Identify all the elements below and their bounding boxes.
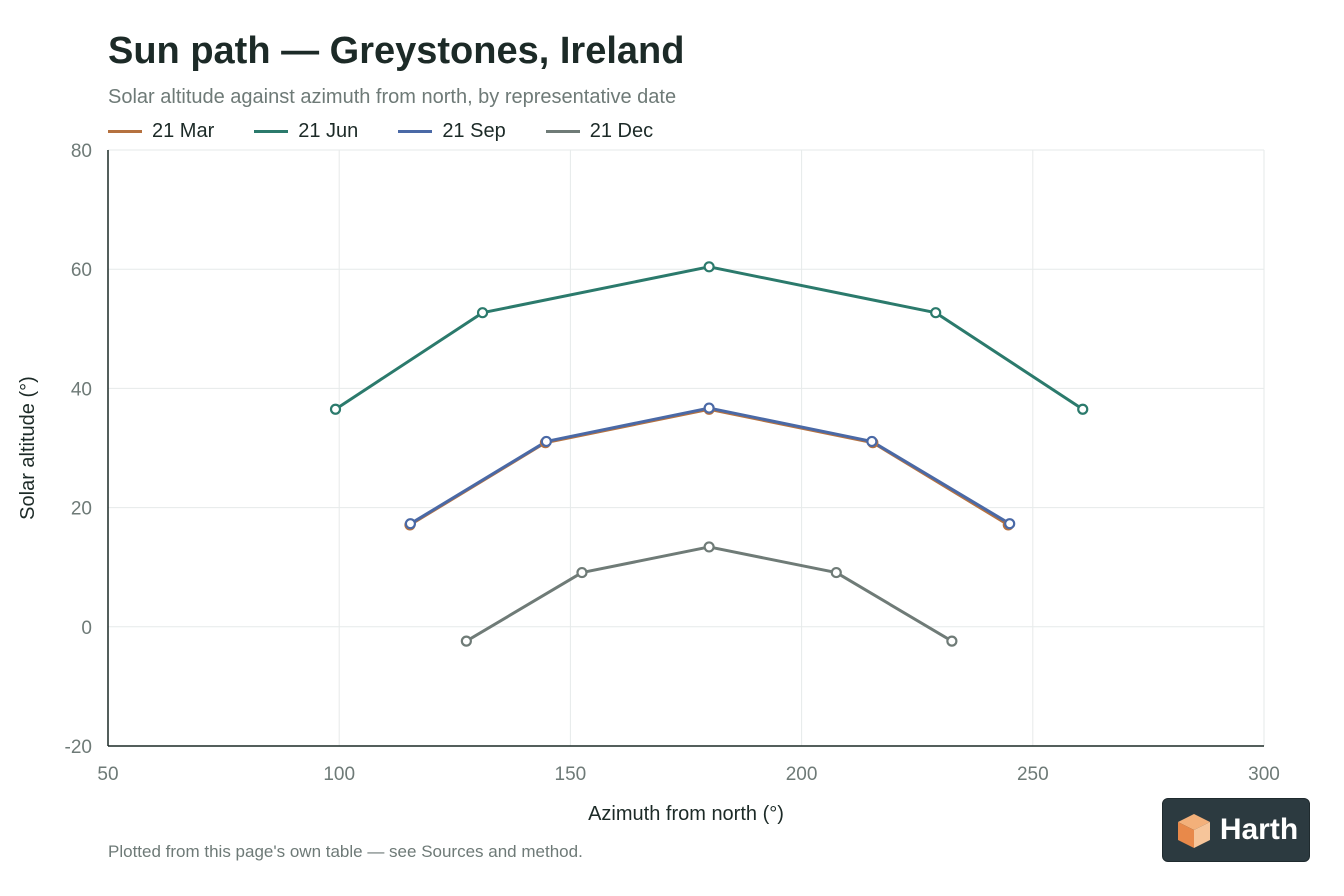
x-tick-label: 150 — [555, 764, 587, 785]
y-tick-label: -20 — [65, 737, 92, 758]
y-tick-label: 0 — [81, 618, 92, 639]
legend-item-dec: 21 Dec — [545, 120, 654, 143]
y-axis-label: Solar altitude (°) — [17, 376, 39, 520]
data-point-21-sep — [1004, 518, 1016, 530]
data-point-21-sep — [540, 435, 552, 448]
y-tick-label: 60 — [71, 260, 92, 281]
data-point-21-sep — [404, 518, 417, 530]
brand-name: Harth — [1219, 813, 1299, 846]
legend-label-jun: 21 Jun — [298, 120, 359, 142]
x-axis-label: Azimuth from north (°) — [588, 803, 784, 825]
data-point-21-jun — [1077, 403, 1089, 415]
data-point-21-dec — [703, 541, 715, 553]
data-point-21-dec — [946, 635, 958, 647]
data-point-21-jun — [329, 403, 342, 415]
chart-subtitle: Solar altitude against azimuth from nort… — [108, 86, 677, 108]
data-point-21-jun — [703, 261, 715, 273]
legend: 21 Mar 21 Jun 21 Sep 21 Dec — [108, 120, 693, 143]
chart-title: Sun path — Greystones, Ireland — [108, 30, 685, 72]
y-tick-label: 80 — [71, 141, 92, 162]
legend-label-sep: 21 Sep — [442, 120, 506, 142]
legend-swatch-sep — [398, 130, 433, 133]
data-point-21-dec — [576, 566, 588, 579]
footnote: Plotted from this page's own table — see… — [108, 842, 583, 861]
y-tick-label: 20 — [71, 499, 92, 520]
y-tick-label: 40 — [71, 379, 92, 400]
x-tick-label: 300 — [1248, 764, 1280, 785]
x-tick-label: 250 — [1017, 764, 1049, 785]
legend-item-jun: 21 Jun — [254, 120, 358, 143]
data-point-21-sep — [703, 402, 715, 414]
data-point-21-dec — [830, 566, 842, 579]
legend-swatch-dec — [545, 130, 580, 133]
data-point-21-dec — [460, 635, 472, 647]
legend-label-mar: 21 Mar — [152, 120, 215, 142]
legend-label-dec: 21 Dec — [589, 120, 654, 142]
cube-logo-icon — [1177, 814, 1210, 848]
series-line-21-jun — [334, 265, 1085, 411]
series-line-21-sep — [408, 406, 1012, 526]
x-tick-label: 50 — [97, 764, 118, 785]
x-tick-label: 200 — [786, 764, 818, 785]
legend-item-sep: 21 Sep — [398, 120, 506, 143]
brand-badge[interactable]: Harth — [1162, 798, 1310, 862]
legend-swatch-mar — [108, 130, 142, 133]
x-tick-label: 100 — [323, 764, 355, 785]
data-point-21-jun — [476, 307, 489, 319]
data-point-21-sep — [866, 435, 878, 448]
data-point-21-jun — [930, 307, 942, 319]
legend-item-mar: 21 Mar — [108, 120, 214, 143]
legend-swatch-jun — [254, 130, 289, 133]
